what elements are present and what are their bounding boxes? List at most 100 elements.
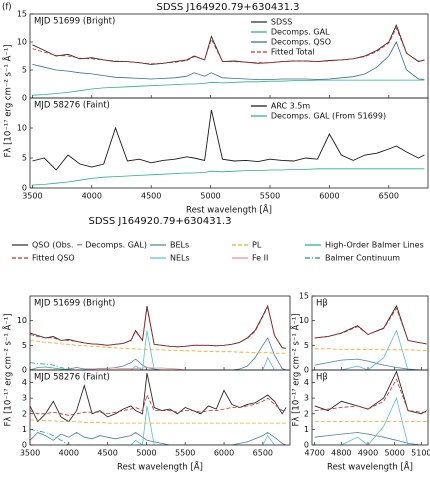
x-tick-label: 5500 [260,192,280,201]
x-tick-label: 5000 [136,449,156,458]
spectrum-line [314,307,427,345]
spectrum-line [314,370,427,415]
spectrum-line [32,109,425,171]
spectrum-line [32,41,425,80]
y-tick-label: 10 [17,124,27,133]
legend-label: ARC 3.5m [271,102,310,111]
y-tick-label: 0 [22,366,27,375]
x-tick-label: 4700 [304,449,324,458]
spectrum-line [314,396,427,445]
plot-frame [311,369,429,446]
x-tick-label: 5500 [175,449,195,458]
x-axis-label: Rest wavelength [Å] [327,461,413,473]
x-tick-label: 4900 [358,449,378,458]
plot-frame [29,369,291,446]
panel-label: MJD 58276 (Faint) [34,101,110,111]
panel-label: MJD 51699 (Bright) [34,299,115,309]
legend-label: Decomps. QSO [271,38,331,47]
spectrum-line [30,419,287,424]
x-tick-label: 4500 [141,192,161,201]
legend-label: High-Order Balmer Lines [325,241,424,250]
x-axis-label: Rest wavelength [Å] [186,204,272,216]
y-tick-label: 5 [22,154,27,163]
legend-label: NELs [170,254,190,263]
y-tick-label: 2 [22,409,27,418]
y-tick-label: 5 [22,341,27,350]
spectrum-line [30,432,287,445]
legend-label: Fitted QSO [32,254,75,263]
x-tick-label: 6500 [253,449,273,458]
y-tick-label: 3 [22,394,27,403]
y-tick-label: 10 [17,316,27,325]
spectrum-line [30,367,287,370]
x-axis-label: Rest wavelength [Å] [117,461,203,473]
spectrum-line [30,337,287,370]
spectrum-line [32,168,425,186]
x-tick-label: 6000 [319,192,339,201]
chart-title: SDSS J164920.79+630431.3 [156,2,299,13]
spectrum-line [30,304,287,349]
legend-label: PL [252,241,262,250]
panel-label: Hβ [316,373,328,383]
legend-label: SDSS [271,18,292,27]
y-tick-label: 10 [17,38,27,47]
spectrum-line [30,305,287,349]
y-tick-label: 4 [22,378,27,387]
x-tick-label: 6000 [214,449,234,458]
spectrum-line [30,340,287,354]
spectrum-line [32,24,425,65]
y-tick-label: 3 [304,394,309,403]
y-tick-label: 0 [22,94,27,103]
panel-label: MJD 51699 (Bright) [34,17,115,27]
y-tick-label: 15 [17,10,27,19]
x-tick-label: 4000 [59,449,79,458]
y-tick-label: 2 [304,409,309,418]
y-tick-label: 4 [304,378,309,387]
legend-label: BELs [170,241,189,250]
x-tick-label: 3500 [22,192,42,201]
y-tick-label: 1 [22,425,27,434]
spectrum-line [30,405,287,445]
spectrum-line [314,329,427,370]
x-tick-label: 4500 [97,449,117,458]
x-tick-label: 3500 [20,449,40,458]
spectrum-line [314,304,427,345]
legend-label: Balmer Continuum [325,254,400,263]
legend-label: Fitted Total [271,48,315,57]
x-tick-label: 5000 [384,449,404,458]
plot-frame [29,97,429,189]
y-axis-label: Fλ [10⁻¹⁷ erg cm⁻² s⁻¹ Å⁻¹] [2,44,14,157]
y-tick-label: 1 [304,425,309,434]
spectrum-line [314,432,427,445]
figure-label: (f) [2,3,12,13]
spectrum-line [30,330,287,370]
y-tick-label: 0 [22,441,27,450]
y-tick-label: 10 [299,316,309,325]
y-tick-label: 0 [304,366,309,375]
x-tick-label: 5000 [200,192,220,201]
panel-label: Hβ [316,299,328,309]
y-tick-label: 0 [304,441,309,450]
x-tick-label: 4000 [82,192,102,201]
legend-label: Decomps. GAL (From 51699) [271,112,386,121]
spectrum-line [314,378,427,413]
spectrum-line [30,393,287,416]
spectrum-line [314,348,427,351]
x-tick-label: 6500 [379,192,399,201]
y-axis-label: Fλ [10⁻¹⁷ erg cm⁻² s⁻¹ Å⁻¹] [290,313,302,426]
x-tick-label: 4800 [331,449,351,458]
plot-frame [29,13,429,99]
x-tick-label: 5100 [411,449,430,458]
spectrum-line [314,358,427,370]
legend-label: QSO (Obs. − Decomps. GAL) [32,241,147,250]
plot-frame [311,295,429,371]
spectrum-line [30,373,287,423]
legend-label: Fe II [252,254,268,263]
chart-title: SDSS J164920.79+630431.3 [88,216,231,227]
y-tick-label: 15 [299,292,309,301]
y-tick-label: 5 [22,66,27,75]
y-tick-label: 5 [304,341,309,350]
spectrum-line [32,79,425,96]
legend-label: Decomps. GAL [271,28,330,37]
